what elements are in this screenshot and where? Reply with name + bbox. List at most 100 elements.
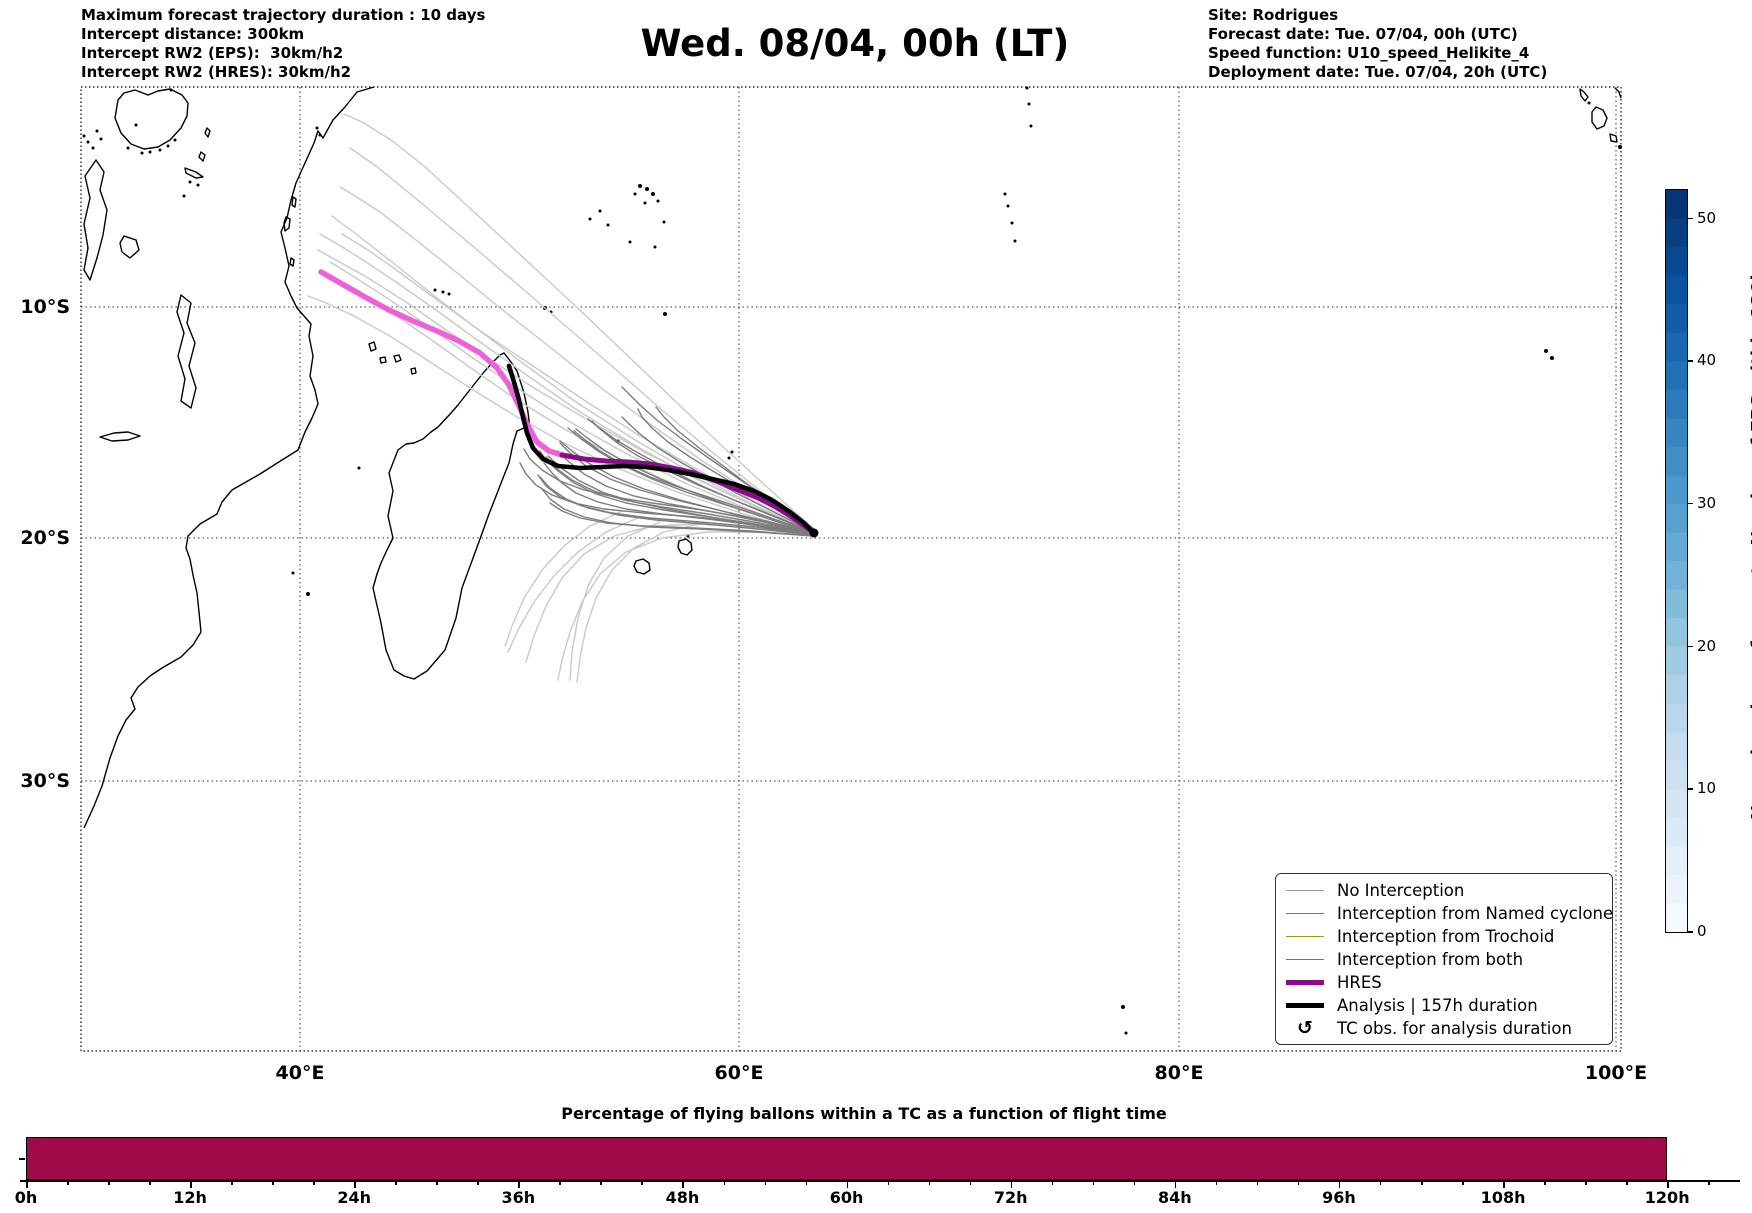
trajectory-no-interception-light	[507, 516, 641, 653]
header-info-line: Intercept RW2 (HRES): 30km/h2	[81, 63, 352, 81]
tc-obs-icon: ↺	[1286, 1018, 1324, 1038]
legend-line-swatch	[1286, 935, 1324, 937]
coastline-island	[393, 354, 402, 363]
island-dot	[628, 240, 632, 244]
bottom-axis-tick	[1462, 1180, 1464, 1185]
coastline-island	[677, 538, 693, 556]
trajectory-no-interception-dark	[539, 476, 815, 536]
legend-item: Interception from Trochoid	[1286, 925, 1602, 948]
legend-item-label: HRES	[1337, 972, 1382, 992]
trajectory-no-interception-light	[569, 521, 661, 681]
bottom-axis-tick	[1379, 1180, 1382, 1185]
trajectory-no-interception-dark	[543, 462, 815, 536]
bottom-axis-tick-label: 60h	[829, 1188, 864, 1207]
colorbar-tick	[1687, 217, 1693, 220]
coastline-island	[176, 294, 197, 409]
island-dot	[173, 138, 177, 142]
island-dot	[140, 151, 144, 155]
colorbar-tick-label: 50	[1697, 208, 1717, 227]
island-dot	[1010, 221, 1014, 225]
island-dot	[86, 140, 90, 144]
bottom-axis-tick-label: 72h	[993, 1188, 1028, 1207]
bottom-axis-tick	[1215, 1180, 1218, 1185]
trajectory-no-interception-light	[319, 233, 815, 534]
bottom-axis-tick	[887, 1180, 890, 1185]
legend-line	[1286, 958, 1324, 960]
bottom-axis-tick	[272, 1180, 274, 1185]
bottom-axis-tick	[969, 1180, 972, 1185]
x-axis-tick-label: 80°E	[1154, 1062, 1204, 1084]
island-dot	[148, 150, 152, 154]
bottom-axis-tick	[1626, 1180, 1628, 1185]
trajectory-no-interception-light	[504, 511, 621, 647]
island-dot	[633, 192, 637, 196]
coastline-island	[368, 341, 377, 352]
bottom-axis-tick	[26, 1180, 28, 1188]
header-info-line: Site: Rodrigues	[1208, 6, 1339, 24]
colorbar-tick	[1687, 502, 1693, 505]
legend-item: HRES	[1286, 971, 1602, 994]
island-dot	[1027, 102, 1031, 106]
x-axis-tick-label: 40°E	[275, 1062, 325, 1084]
island-dot	[1544, 349, 1548, 353]
bottom-axis-tick	[641, 1180, 643, 1185]
island-dot	[1587, 101, 1591, 105]
trajectory-no-interception-light	[576, 523, 701, 683]
bottom-chart-title: Percentage of flying ballons within a TC…	[561, 1104, 1167, 1123]
trajectory-no-interception-light	[331, 215, 815, 533]
island-dot	[643, 201, 647, 205]
header-info-line: Maximum forecast trajectory duration : 1…	[81, 6, 486, 24]
island-dot	[1618, 145, 1622, 149]
island-dot	[291, 571, 295, 575]
bottom-axis-tick	[1708, 1180, 1710, 1185]
legend-line-swatch	[1286, 979, 1324, 985]
legend-item-label: Analysis | 157h duration	[1337, 995, 1538, 1015]
header-info-line: Intercept RW2 (EPS): 30km/h2	[81, 44, 344, 62]
trajectory-no-interception-dark	[549, 502, 815, 537]
bottom-axis-tick	[149, 1180, 151, 1185]
coastline-island	[283, 216, 291, 232]
header-info-line: Speed function: U10_speed_Helikite_4	[1208, 44, 1530, 62]
legend-line	[1286, 912, 1324, 914]
legend-line-swatch	[1286, 1002, 1324, 1008]
bottom-axis-tick	[313, 1180, 315, 1185]
legend-item: No Interception	[1286, 879, 1602, 902]
legend-item-label: Interception from Named cyclone	[1337, 903, 1614, 923]
coastline-island	[99, 431, 141, 442]
legend-item: Analysis | 157h duration	[1286, 994, 1602, 1017]
coastline-island	[198, 151, 206, 162]
bottom-axis-tick	[1092, 1180, 1095, 1185]
bottom-axis-tick	[1256, 1180, 1259, 1185]
island-dot	[727, 456, 731, 460]
coastline-island	[1579, 88, 1589, 102]
x-axis-tick-label: 60°E	[714, 1062, 764, 1084]
legend-item: Interception from both	[1286, 948, 1602, 971]
colorbar-tick-label: 0	[1697, 922, 1707, 940]
bottom-axis-tick	[928, 1180, 931, 1185]
legend-line	[1286, 889, 1324, 891]
bottom-axis-tick	[805, 1180, 808, 1185]
island-dot	[1121, 1005, 1125, 1009]
island-dot	[1124, 1031, 1128, 1035]
island-dot	[134, 123, 138, 127]
island-dot	[663, 312, 667, 316]
coastline-island	[83, 159, 108, 281]
colorbar-tick	[1687, 788, 1693, 790]
bottom-axis-tick	[764, 1180, 767, 1185]
bottom-axis-tick-label: 48h	[665, 1188, 700, 1207]
coastline-island	[204, 127, 211, 138]
legend-item: Interception from Named cyclone	[1286, 902, 1613, 925]
island-dot	[606, 223, 610, 227]
bottom-axis-tick	[1297, 1180, 1300, 1185]
coastline	[1614, 87, 1622, 99]
y-axis-tick-label: 20°S	[20, 527, 70, 549]
bottom-axis-tick	[354, 1180, 356, 1188]
bottom-axis-tick	[1133, 1180, 1136, 1185]
colorbar-tick	[1687, 360, 1693, 362]
trajectory-no-interception-light	[349, 147, 815, 531]
bottom-axis-tick	[395, 1180, 397, 1185]
bottom-axis-tick	[477, 1180, 479, 1185]
coastline-island	[184, 167, 204, 179]
coastline-island	[372, 352, 531, 680]
bottom-axis-tick	[559, 1180, 561, 1185]
